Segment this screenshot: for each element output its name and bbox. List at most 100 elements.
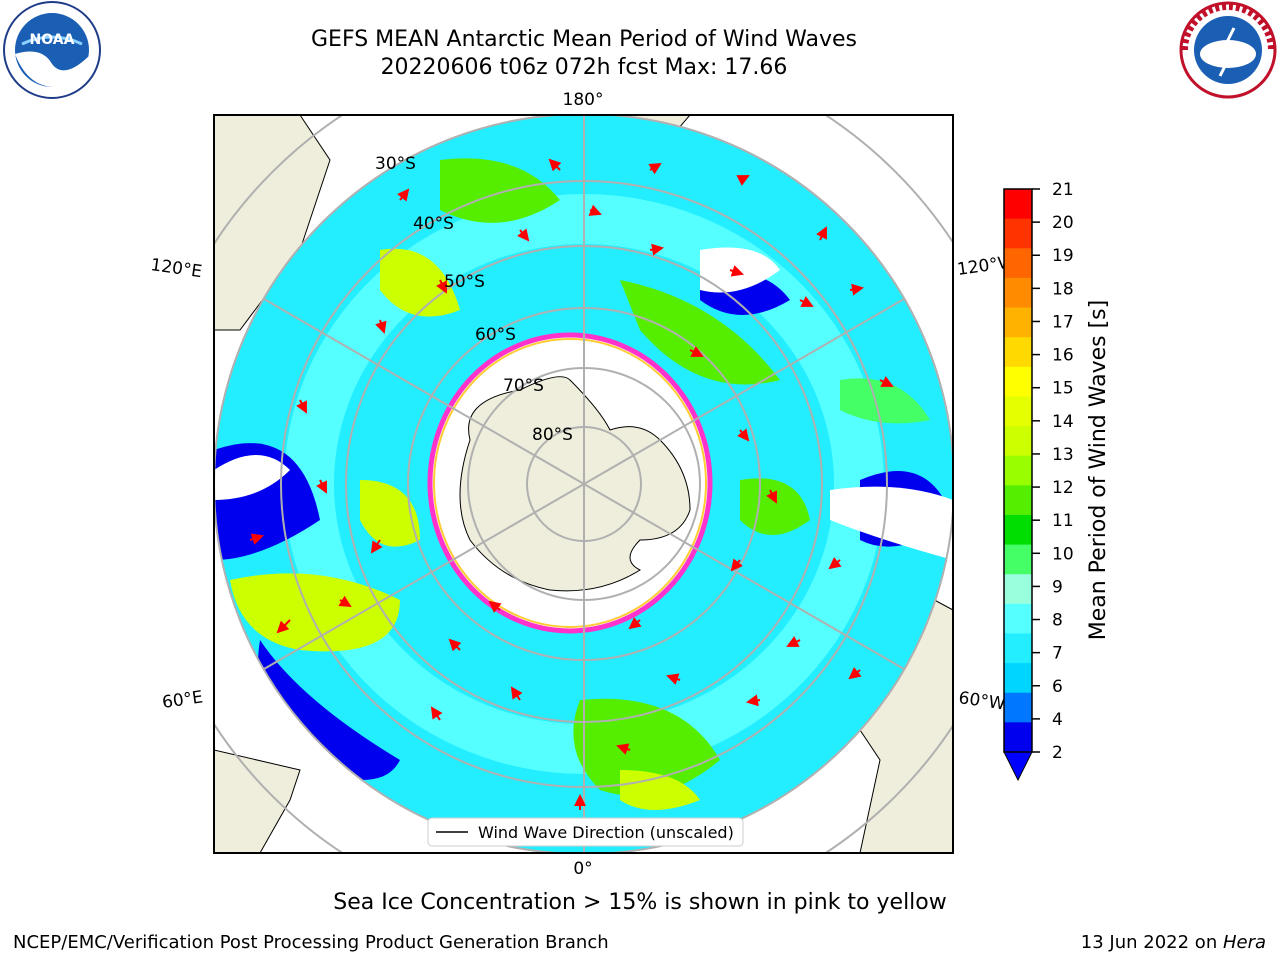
credit-right: 13 Jun 2022 on Hera <box>1081 932 1266 953</box>
wind-arrow <box>786 636 801 647</box>
colorbar-tick-label: 6 <box>1052 677 1063 697</box>
colorbar-tick-label: 11 <box>1052 511 1074 531</box>
wind-arrow <box>588 204 602 216</box>
wind-arrow <box>737 428 750 442</box>
colorbar-tick-label: 9 <box>1052 577 1063 597</box>
nws-logo <box>1179 1 1277 99</box>
wind-arrow <box>666 673 681 685</box>
colorbar-segment <box>1004 722 1032 753</box>
colorbar-extend-min <box>1003 751 1033 782</box>
land-antarctica <box>459 376 691 592</box>
colorbar-segment <box>1004 366 1032 397</box>
colorbar-tick-label: 2 <box>1052 743 1063 763</box>
colorbar-label: Mean Period of Wind Waves [s] <box>1086 300 1111 640</box>
wind-arrow <box>689 346 704 357</box>
wind-arrow <box>296 399 307 414</box>
colorbar-segment <box>1004 307 1032 338</box>
colorbar-tick-label: 15 <box>1052 379 1074 399</box>
colorbar-segment <box>1004 396 1032 427</box>
wind-arrow <box>729 265 744 277</box>
colorbar-tick-label: 20 <box>1052 213 1074 233</box>
colorbar-segment <box>1004 218 1032 249</box>
colorbar-segment <box>1004 692 1032 723</box>
lon-label-60e: 60°E <box>161 687 204 712</box>
wind-arrow <box>397 188 410 202</box>
wind-arrow <box>616 743 631 755</box>
wind-arrow <box>848 667 862 680</box>
wind-arrows <box>249 158 894 810</box>
colorbar-tick-label: 10 <box>1052 544 1074 564</box>
noaa-logo-text: NOAA <box>30 32 75 48</box>
noaa-logo: NOAA <box>3 1 101 99</box>
colorbar-segment <box>1004 455 1032 486</box>
colorbar-segment <box>1004 603 1032 634</box>
colorbar-tick-label: 17 <box>1052 312 1074 332</box>
colorbar-segment <box>1004 426 1032 457</box>
chart-subtitle: 20220606 t06z 072h fcst Max: 17.66 <box>380 55 788 80</box>
wind-arrow <box>370 539 383 554</box>
lat-label-60: 60°S <box>475 325 516 345</box>
credit-left: NCEP/EMC/Verification Post Processing Pr… <box>13 932 609 953</box>
chart-title: GEFS MEAN Antarctic Mean Period of Wind … <box>311 27 857 52</box>
lat-label-30: 30°S <box>375 154 416 174</box>
wind-arrow <box>879 376 894 387</box>
colorbar-segment <box>1004 514 1032 546</box>
legend-label: Wind Wave Direction (unscaled) <box>478 823 734 842</box>
colorbar-segment <box>1004 544 1032 575</box>
wind-arrow <box>548 158 562 172</box>
colorbar-tick-label: 7 <box>1052 644 1063 664</box>
wind-arrow <box>510 686 523 701</box>
lat-label-50: 50°S <box>444 272 485 292</box>
colorbar-segment <box>1004 633 1032 664</box>
wind-arrow <box>249 533 264 545</box>
lat-label-80: 80°S <box>532 425 573 445</box>
colorbar-tick-label: 4 <box>1052 710 1063 730</box>
wind-arrow <box>828 557 842 570</box>
wind-arrow <box>746 694 761 707</box>
colorbar-segment <box>1004 337 1032 368</box>
wind-arrow <box>517 228 530 242</box>
graticule <box>214 115 953 853</box>
wind-arrow <box>436 279 447 294</box>
lon-label-120e: 120°E <box>149 255 203 282</box>
colorbar-tick-label: 8 <box>1052 611 1063 631</box>
colorbar-segment <box>1004 574 1032 605</box>
credit-machine: Hera <box>1222 932 1266 953</box>
wind-arrow <box>276 619 291 634</box>
wind-arrow <box>736 175 750 186</box>
wind-arrow <box>375 319 387 334</box>
wind-arrow <box>849 283 864 296</box>
sea-ice-note: Sea Ice Concentration > 15% is shown in … <box>333 890 947 915</box>
wind-arrow <box>799 296 814 307</box>
colorbar-segment <box>1004 663 1032 694</box>
land-africa <box>214 749 301 853</box>
colorbar-tick-label: 21 <box>1052 180 1074 200</box>
map-legend: Wind Wave Direction (unscaled) <box>427 817 744 847</box>
wind-arrow <box>816 226 827 241</box>
wind-arrow <box>448 638 462 652</box>
wind-arrow <box>316 479 327 494</box>
colorbar: 21 20 19 18 17 16 15 14 13 12 11 10 9 8 7 6 4 2 Mean Peri… <box>1003 180 1111 782</box>
lon-label-180: 180° <box>563 90 604 110</box>
wind-arrow <box>730 558 743 572</box>
lat-label-40: 40°S <box>413 214 454 234</box>
wind-arrow <box>430 706 443 721</box>
lat-label-70: 70°S <box>503 376 544 396</box>
colorbar-tick-label: 12 <box>1052 478 1074 498</box>
colorbar-tick-label: 13 <box>1052 445 1074 465</box>
wind-arrow <box>648 162 662 175</box>
credit-date: 13 Jun 2022 on <box>1080 932 1223 953</box>
colorbar-segment <box>1004 485 1032 516</box>
colorbar-tick-label: 16 <box>1052 346 1074 366</box>
colorbar-tick-label: 18 <box>1052 279 1074 299</box>
map-area: Wind Wave Direction (unscaled) <box>213 114 954 854</box>
colorbar-tick-label: 14 <box>1052 412 1074 432</box>
wind-arrow <box>766 489 777 504</box>
colorbar-segment <box>1004 189 1032 220</box>
wind-arrow <box>628 617 642 630</box>
lon-label-60w: 60°W <box>957 688 1006 714</box>
colorbar-segment <box>1004 277 1032 309</box>
colorbar-segment <box>1004 248 1032 279</box>
colorbar-tick-label: 19 <box>1052 246 1074 266</box>
